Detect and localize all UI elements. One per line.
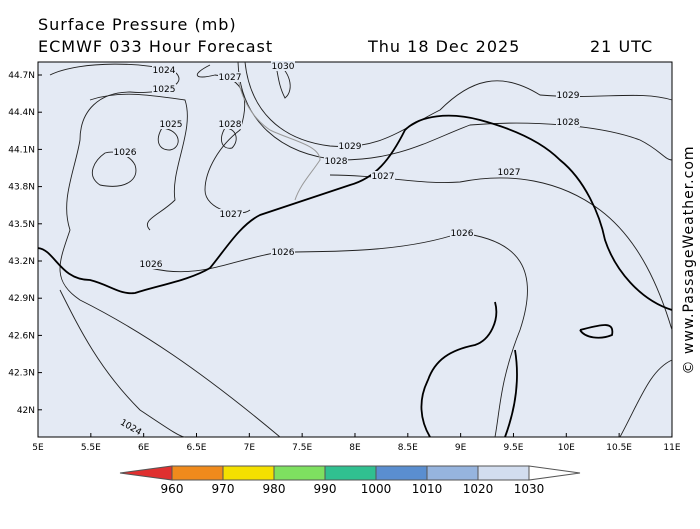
cb-segment — [222, 465, 275, 481]
contour-label-bg — [219, 209, 243, 219]
islands — [420, 301, 614, 438]
lat-label: 42.3N — [8, 369, 35, 379]
contour-label: 1030 — [272, 62, 295, 72]
lon-label: 8.5E — [398, 443, 418, 453]
lon-label: 5E — [32, 443, 44, 453]
lon-label: 10E — [558, 443, 575, 453]
contour-label-bg — [152, 84, 176, 94]
title: Surface Pressure (mb) — [38, 15, 237, 34]
lon-label: 5.5E — [81, 443, 101, 453]
cb-label: 960 — [161, 482, 184, 496]
time: 21 UTC — [590, 37, 653, 56]
cb-label: 980 — [263, 482, 286, 496]
lon-label: 8E — [349, 443, 361, 453]
cb-label: 990 — [314, 482, 337, 496]
cb-segment — [477, 465, 530, 481]
cb-label: 1000 — [361, 482, 392, 496]
contour-label: 1027 — [220, 210, 243, 220]
lon-label: 10.5E — [606, 443, 632, 453]
contour-label-bg — [139, 259, 163, 269]
contour-label: 1024 — [153, 66, 176, 76]
cb-low — [119, 465, 173, 481]
contour-label-bg — [324, 156, 348, 166]
contour-label-bg — [338, 141, 362, 151]
contour-label: 1027 — [498, 168, 521, 178]
cb-label: 970 — [212, 482, 235, 496]
cb-segment — [171, 465, 224, 481]
lon-label: 7E — [244, 443, 256, 453]
date: Thu 18 Dec 2025 — [367, 37, 520, 56]
map: 44.7N 44.4N 44.1N 43.8N 43.5N 43.2N 42.9N 42.6N… — [8, 61, 681, 453]
cb-high — [528, 465, 581, 481]
contour-label-bg — [159, 119, 183, 129]
lon-label: 6E — [138, 443, 150, 453]
lon-label: 9E — [455, 443, 467, 453]
contour-label-bg — [371, 171, 395, 181]
contour-label: 1026 — [451, 229, 474, 239]
contour-label-bg — [218, 72, 242, 82]
lon-label: 7.5E — [292, 443, 312, 453]
contour-label-bg — [152, 65, 176, 75]
contour-label-bg — [113, 147, 137, 157]
cb-segment — [375, 465, 428, 481]
lat-label: 43.5N — [8, 220, 35, 230]
colorbar: 960 970 980 990 1000 1010 1020 1030 — [119, 465, 581, 496]
contour-label-bg — [497, 167, 521, 177]
cb-label: 1020 — [463, 482, 494, 496]
contour-label: 1026 — [114, 148, 137, 158]
border — [237, 74, 321, 201]
contour-label: 1029 — [557, 91, 580, 101]
contour-label-bg — [271, 247, 295, 257]
lon-label: 9.5E — [503, 443, 523, 453]
lon-label: 11E — [663, 443, 680, 453]
contour-label-bg — [218, 119, 242, 129]
contour-label-bg — [556, 90, 580, 100]
lat-label: 43.8N — [8, 183, 35, 193]
contour-label-bg — [450, 228, 474, 238]
cb-label: 1010 — [412, 482, 443, 496]
cb-segment — [324, 465, 377, 481]
lat-label: 42.6N — [8, 331, 35, 341]
cb-segment — [426, 465, 479, 481]
cb-label: 1030 — [514, 482, 545, 496]
contour-label: 1029 — [339, 142, 362, 152]
lat-label: 44.7N — [8, 71, 35, 81]
contour-label: 1028 — [557, 118, 580, 128]
lat-label: 44.4N — [8, 108, 35, 118]
lat-label: 43.2N — [8, 257, 35, 267]
lat-label: 42.9N — [8, 294, 35, 304]
contour-label-bg — [271, 61, 295, 71]
contour-label: 1027 — [372, 172, 395, 182]
contour-label: 1026 — [140, 260, 163, 270]
contour-label: 1028 — [219, 120, 242, 130]
lat-label: 42N — [17, 406, 35, 416]
contour-label: 1028 — [325, 157, 348, 167]
contour-label-bg — [556, 117, 580, 127]
coastline — [37, 114, 673, 311]
model: ECMWF 033 Hour Forecast — [38, 37, 273, 56]
lat-label: 44.1N — [8, 145, 35, 155]
lon-label: 6.5E — [186, 443, 206, 453]
cb-segment — [273, 465, 326, 481]
watermark: © www.PassageWeather.com — [681, 145, 697, 374]
contour-label: 1026 — [272, 248, 295, 258]
contour-label: 1025 — [160, 120, 183, 130]
contour-label: 1027 — [219, 73, 242, 83]
contour-label-bg — [119, 422, 143, 432]
contour-label: 1025 — [153, 85, 176, 95]
